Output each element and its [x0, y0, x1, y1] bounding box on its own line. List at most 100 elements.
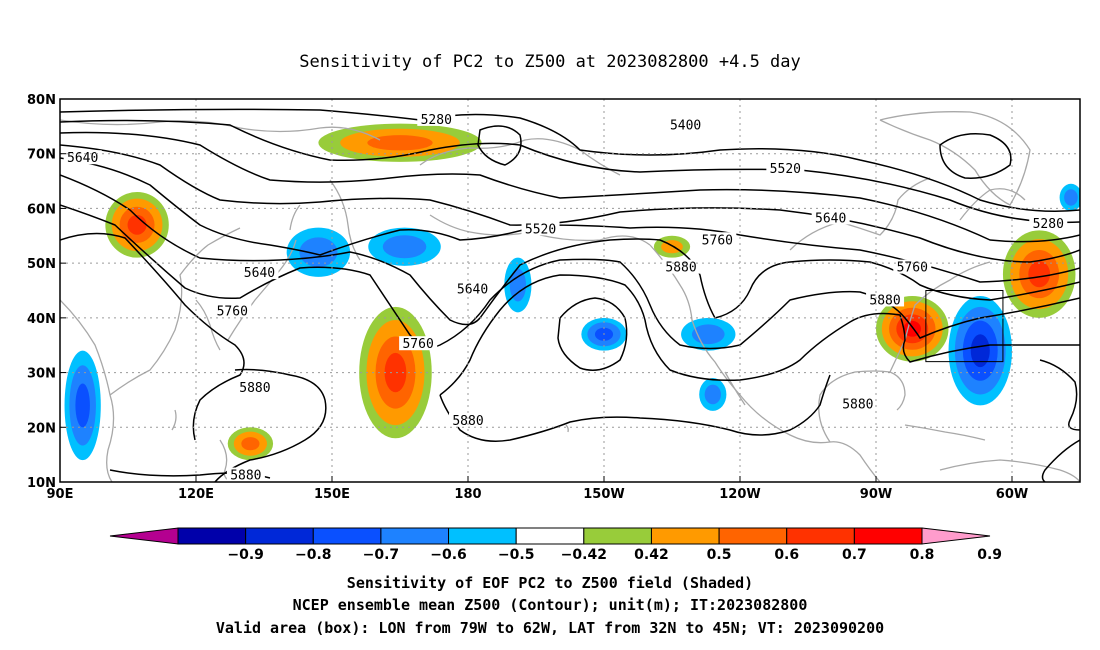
valid-area-rect	[925, 290, 1004, 363]
contour-label: 5880	[842, 397, 873, 412]
contour-label-backdrop	[449, 412, 487, 427]
contour-label: 5280	[1033, 217, 1064, 232]
colorbar-tick-label: 0.6	[774, 547, 799, 563]
lat-tick-label: 70N	[27, 148, 56, 163]
colorbar-arrow-low	[109, 527, 179, 545]
sensitivity-level-patch	[382, 235, 427, 259]
contour-label-backdrop	[213, 303, 252, 318]
lon-tick-label: 90E	[47, 487, 74, 502]
sensitivity-blob	[227, 427, 274, 461]
lat-tick-label: 20N	[27, 421, 56, 436]
lat-tick-label: 60N	[27, 202, 56, 217]
colorbar-tick-label: −0.5	[498, 547, 535, 563]
colorbar-swatch	[312, 527, 382, 545]
colorbar-swatch	[718, 527, 788, 545]
colorbar-tick-label: 0.8	[910, 547, 935, 563]
colorbar-tick-label: −0.8	[295, 547, 332, 563]
contour-label: 5760	[897, 261, 928, 276]
sensitivity-level-patch	[384, 352, 407, 393]
contour-label-backdrop	[417, 111, 456, 126]
sensitivity-level-patch	[1028, 260, 1051, 288]
contour-label-backdrop	[893, 259, 932, 274]
sensitivity-level-patch	[299, 237, 338, 267]
lat-tick-label: 30N	[27, 367, 56, 382]
contour-label: 5640	[457, 283, 488, 298]
contour-label-backdrop	[866, 292, 905, 307]
lon-tick-label: 120W	[719, 487, 760, 502]
colorbar: −0.9 −0.8 −0.7 −0.6 −0.5 −0.42 0.42 0.5 0.6 0.7 0.…	[109, 527, 1002, 563]
contour-label-backdrop	[666, 117, 705, 132]
colorbar-swatch	[448, 527, 517, 545]
colorbar-tick-label: −0.7	[363, 547, 400, 563]
contour-label-backdrop	[766, 161, 805, 176]
contour-label-backdrop	[698, 232, 737, 247]
contour-label: 5880	[239, 381, 270, 396]
sensitivity-level-patch	[75, 383, 90, 428]
colorbar-swatch	[786, 527, 855, 545]
contour-label: 5280	[421, 113, 452, 128]
colorbar-tick-label: 0.5	[707, 547, 732, 563]
sensitivity-level-patch	[1064, 189, 1078, 206]
map-panel: 5280 5400 5640 5520 5280 5640 5520 5760 5880 5760…	[27, 93, 1081, 502]
sensitivity-blob	[1002, 230, 1076, 318]
contour-label: 5640	[244, 266, 275, 281]
contour-label: 5880	[452, 414, 483, 429]
lon-tick-label: 60W	[996, 487, 1028, 502]
colorbar-swatch	[583, 527, 652, 545]
sensitivity-level-patch	[241, 437, 260, 451]
caption-line-1: Sensitivity of EOF PC2 to Z500 field (Sh…	[347, 574, 753, 592]
contour-label-backdrop	[453, 281, 492, 296]
lon-tick-label: 180	[454, 487, 481, 502]
colorbar-tick-label: −0.6	[430, 547, 467, 563]
contour-label-backdrop	[399, 336, 438, 351]
sensitivity-level-patch	[704, 384, 721, 405]
contour-label-backdrop	[838, 396, 877, 411]
contour-label-backdrop	[235, 379, 274, 394]
colorbar-swatch	[515, 527, 585, 545]
contour-label-backdrop	[226, 467, 265, 482]
sensitivity-shading	[64, 123, 1080, 461]
sensitivity-level-patch	[127, 214, 147, 235]
lat-tick-label: 40N	[27, 312, 56, 327]
contour-label-backdrop	[811, 210, 850, 225]
sensitivity-blob	[1059, 183, 1080, 212]
contour-label: 5640	[815, 211, 846, 226]
contour-label: 5760	[217, 304, 248, 319]
sensitivity-blob	[681, 317, 736, 351]
lon-tick-label: 150E	[314, 487, 350, 502]
colorbar-swatch	[853, 527, 923, 545]
sensitivity-blob	[64, 350, 101, 461]
colorbar-swatch	[177, 527, 247, 545]
sensitivity-blob	[504, 257, 532, 313]
contour-label-backdrop	[521, 221, 560, 236]
colorbar-tick-label: −0.9	[227, 547, 264, 563]
contour-label: 5880	[869, 293, 900, 308]
colorbar-tick-label: 0.42	[634, 547, 669, 563]
map-frame	[59, 98, 1081, 483]
lon-tick-label: 90W	[860, 487, 892, 502]
contour-label: 5640	[67, 151, 98, 166]
contour-label: 5520	[525, 222, 556, 237]
contour-label: 5760	[402, 337, 433, 352]
contour-label: 5400	[670, 118, 701, 133]
contour-label-backdrop	[240, 265, 279, 280]
valid-area-box	[925, 290, 1004, 363]
lat-tick-label: 80N	[27, 93, 56, 108]
colorbar-arrow-high	[921, 527, 991, 545]
map-grid	[60, 99, 1080, 482]
lon-tick-label: 150W	[583, 487, 624, 502]
contour-label: 5760	[702, 233, 733, 248]
sensitivity-blob	[699, 378, 727, 411]
caption-line-2: NCEP ensemble mean Z500 (Contour); unit(…	[293, 596, 808, 614]
contour-label: 5880	[665, 261, 696, 276]
sensitivity-blob	[948, 295, 1012, 406]
colorbar-tick-label: 0.7	[842, 547, 867, 563]
contour-labels: 5280 5400 5640 5520 5280 5640 5520 5760 5880 5760…	[63, 111, 1068, 484]
contour-label-backdrop	[1029, 215, 1068, 230]
colorbar-swatch	[380, 527, 450, 545]
sensitivity-level-patch	[509, 268, 527, 302]
lat-tick-label: 10N	[27, 476, 56, 491]
colorbar-tick-label: −0.42	[561, 547, 607, 563]
colorbar-swatch	[650, 527, 720, 545]
